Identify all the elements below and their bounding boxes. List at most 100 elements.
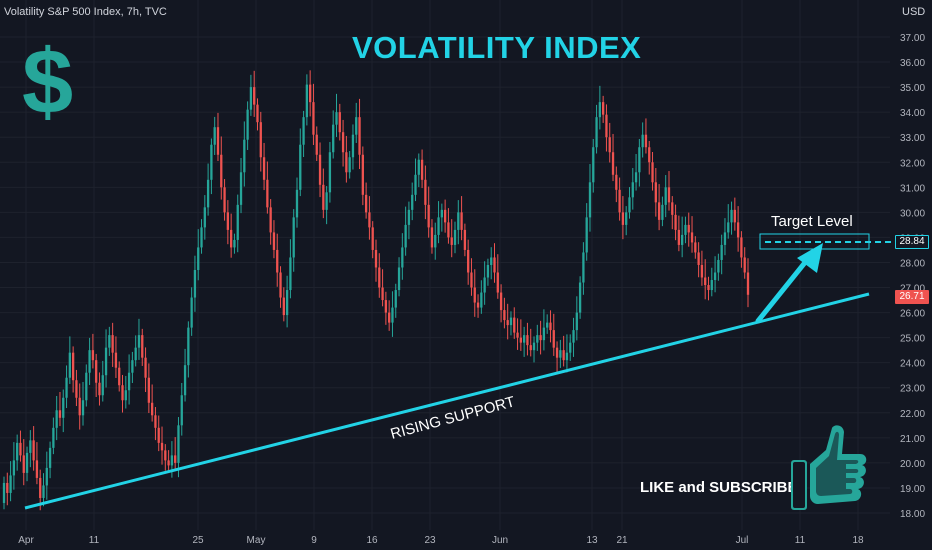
candle-body: [654, 182, 657, 203]
y-tick-label: 36.00: [900, 58, 925, 69]
candle-body: [114, 352, 118, 368]
candle-body: [519, 337, 523, 343]
candle-body: [276, 249, 279, 273]
candle-body: [167, 460, 170, 466]
candle-body: [78, 397, 81, 416]
candle-body: [341, 132, 345, 153]
x-tick-label: 9: [311, 535, 317, 546]
last-price-badge: 26.71: [895, 290, 929, 304]
candle-body: [657, 202, 661, 220]
candle-body: [473, 287, 476, 303]
candle-body: [618, 189, 621, 213]
candle-body: [355, 117, 358, 135]
candle-body: [98, 382, 101, 396]
candle-body: [328, 152, 332, 193]
x-tick-label: Apr: [18, 535, 34, 546]
candle-body: [532, 342, 536, 351]
cta-text: LIKE and SUBSCRIBE: [640, 479, 798, 496]
candle-body: [427, 204, 430, 228]
candle-body: [22, 455, 25, 473]
candle-body: [364, 194, 368, 213]
candle-body: [443, 209, 447, 223]
candle-body: [52, 427, 55, 448]
candle-body: [499, 292, 503, 311]
candle-body: [216, 127, 220, 155]
candle-body: [664, 187, 667, 205]
candle-body: [239, 172, 243, 205]
x-axis-labels: Apr 11 25 May 9 16 23 Jun 13 21 Jul 11 18: [18, 535, 864, 546]
candle-body: [559, 350, 562, 358]
candle-body: [45, 467, 48, 486]
candle-body: [351, 134, 355, 158]
candle-body: [562, 350, 565, 361]
candle-body: [378, 267, 381, 288]
candle-body: [467, 249, 470, 273]
candle-body: [480, 292, 483, 308]
candle-body: [667, 187, 671, 203]
candle-body: [707, 285, 710, 291]
candle-body: [91, 350, 95, 361]
candle-body: [210, 144, 213, 180]
candle-body: [229, 229, 233, 248]
rising-support-line: [24, 292, 870, 510]
candle-body: [394, 290, 397, 308]
candle-body: [746, 272, 750, 295]
candle-body: [453, 229, 457, 245]
candle-body: [58, 410, 62, 418]
candle-body: [483, 277, 486, 293]
candle-body: [325, 192, 328, 210]
candle-body: [361, 154, 364, 195]
candle-body: [625, 212, 628, 225]
candle-body: [12, 460, 16, 476]
candle-body: [305, 84, 309, 118]
candle-body: [312, 102, 315, 135]
candle-body: [233, 239, 236, 248]
candle-body: [29, 440, 32, 453]
candle-body: [628, 197, 631, 213]
candle-body: [598, 102, 602, 118]
candle-body: [572, 330, 575, 343]
candle-body: [575, 312, 578, 331]
y-tick-label: 30.00: [900, 208, 925, 219]
candle-body: [71, 352, 75, 381]
candle-body: [193, 269, 197, 298]
candle-body: [266, 179, 269, 208]
y-tick-label: 31.00: [900, 183, 925, 194]
candle-body: [262, 157, 266, 180]
x-tick-label: 25: [192, 535, 204, 546]
candle-body: [121, 385, 124, 401]
candle-body: [420, 159, 424, 180]
y-tick-label: 35.00: [900, 83, 925, 94]
candle-body: [681, 234, 684, 245]
candle-body: [134, 347, 137, 361]
y-tick-label: 24.00: [900, 359, 925, 370]
y-tick-label: 19.00: [900, 484, 925, 495]
candlestick-series: [2, 70, 750, 511]
x-tick-label: Jun: [492, 535, 508, 546]
thumbs-up-icon: [791, 425, 867, 510]
candle-body: [332, 124, 335, 153]
candle-body: [493, 257, 496, 273]
candle-body: [733, 209, 736, 223]
candle-body: [25, 452, 29, 473]
candle-body: [549, 322, 552, 331]
candle-body: [104, 347, 108, 376]
candle-body: [694, 242, 697, 253]
candle-body: [95, 360, 98, 383]
x-tick-label: May: [247, 535, 266, 546]
candle-body: [295, 189, 299, 218]
candle-body: [687, 224, 690, 233]
candle-body: [9, 475, 12, 493]
candle-body: [322, 184, 325, 210]
candle-body: [569, 342, 572, 353]
candle-body: [368, 212, 371, 228]
candle-body: [118, 367, 121, 386]
candle-body: [638, 147, 641, 173]
dollar-icon: $: [22, 31, 74, 133]
candle-body: [2, 482, 6, 503]
candle-body: [490, 257, 493, 265]
candle-body: [381, 287, 384, 301]
y-tick-label: 33.00: [900, 133, 925, 144]
candle-body: [513, 317, 516, 333]
candle-body: [358, 117, 361, 155]
